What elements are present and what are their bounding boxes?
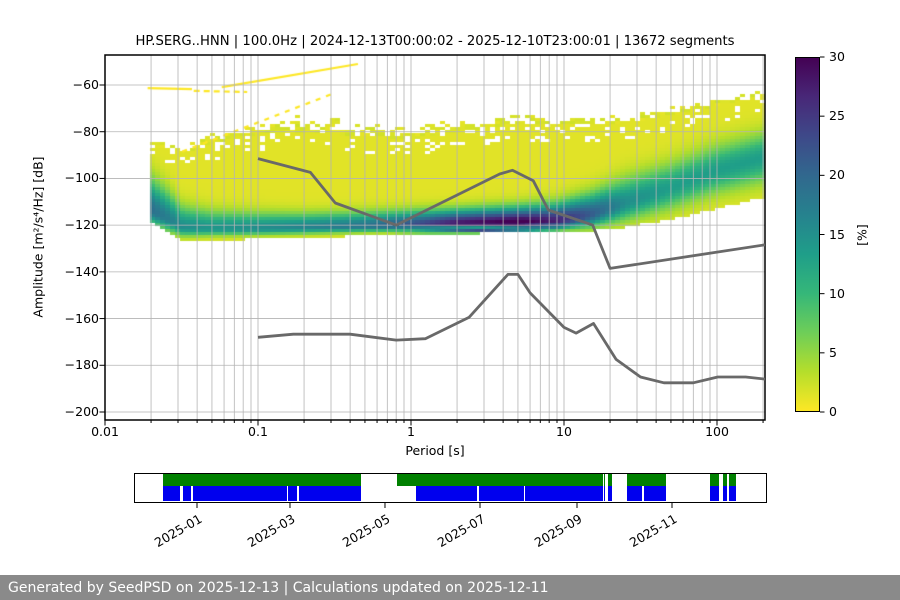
timeline-blue-segment [182, 485, 191, 501]
timeline-green-segment [723, 473, 727, 486]
y-tick-label: −120 [64, 217, 99, 233]
timeline-blue-segment [288, 485, 298, 501]
timeline-tick-label: 2025-07 [434, 511, 488, 551]
y-tick-label: −60 [72, 77, 99, 92]
y-tick-label: −180 [64, 357, 99, 373]
y-tick-label: −100 [64, 170, 99, 186]
timeline-blue-segment [644, 485, 666, 501]
colorbar [795, 57, 820, 412]
timeline-green-segment [627, 473, 666, 486]
timeline-blue-segment [192, 485, 287, 501]
colorbar-tick-label: 30 [829, 49, 845, 64]
x-tick-label: 0.1 [248, 424, 268, 439]
colorbar-label: [%] [854, 224, 870, 246]
colorbar-tick-label: 20 [829, 167, 845, 183]
colorbar-tick-label: 25 [829, 108, 845, 124]
x-axis-label: Period [s] [405, 443, 465, 458]
timeline-green-segment [607, 473, 613, 486]
x-tick-label: 10 [556, 424, 572, 439]
colorbar-tick-label: 15 [829, 226, 845, 242]
timeline-blue-segment [603, 485, 606, 501]
timeline-blue-segment [607, 485, 613, 501]
y-tick-label: −80 [72, 123, 99, 139]
timeline-blue-segment [728, 485, 736, 501]
colorbar-tick-label: 5 [829, 344, 837, 360]
timeline-blue-segment [627, 485, 643, 501]
timeline-blue-segment [525, 485, 603, 501]
timeline-blue-segment [162, 485, 181, 501]
timeline-green-segment [709, 473, 719, 486]
timeline-green-segment [728, 473, 736, 486]
timeline-green-segment [396, 473, 603, 486]
colorbar-tick-label: 10 [829, 285, 845, 301]
footer-text: Generated by SeedPSD on 2025-12-13 | Cal… [8, 579, 549, 596]
x-tick-label: 0.01 [91, 424, 119, 439]
y-tick-label: −200 [64, 404, 99, 419]
timeline-blue-segment [709, 485, 719, 501]
timeline-blue-segment [416, 485, 478, 501]
timeline-tick-label: 2025-01 [151, 511, 205, 551]
timeline-tick-label: 2025-03 [244, 511, 298, 551]
timeline-blue-segment [299, 485, 362, 501]
timeline-blue-segment [723, 485, 727, 501]
plot-title: HP.SERG..HNN | 100.0Hz | 2024-12-13T00:0… [135, 34, 735, 49]
timeline-blue-segment [479, 485, 524, 501]
ppsd-heatmap-canvas [105, 55, 765, 420]
colorbar-tick-label: 0 [829, 404, 837, 419]
timeline-tick-label: 2025-05 [339, 511, 393, 551]
x-tick-label: 100 [705, 424, 729, 439]
y-tick-label: −140 [64, 263, 99, 279]
x-tick-label: 1 [407, 424, 415, 439]
timeline-tick-label: 2025-09 [531, 511, 585, 551]
y-axis-label: Amplitude [m²/s⁴/Hz] [dB] [30, 156, 46, 318]
timeline-tick-label: 2025-11 [626, 511, 680, 551]
timeline-green-segment [162, 473, 362, 486]
footer: Generated by SeedPSD on 2025-12-13 | Cal… [0, 575, 900, 600]
y-tick-label: −160 [64, 310, 99, 326]
timeline-green-segment [603, 473, 606, 486]
timeline-bar [133, 472, 767, 503]
